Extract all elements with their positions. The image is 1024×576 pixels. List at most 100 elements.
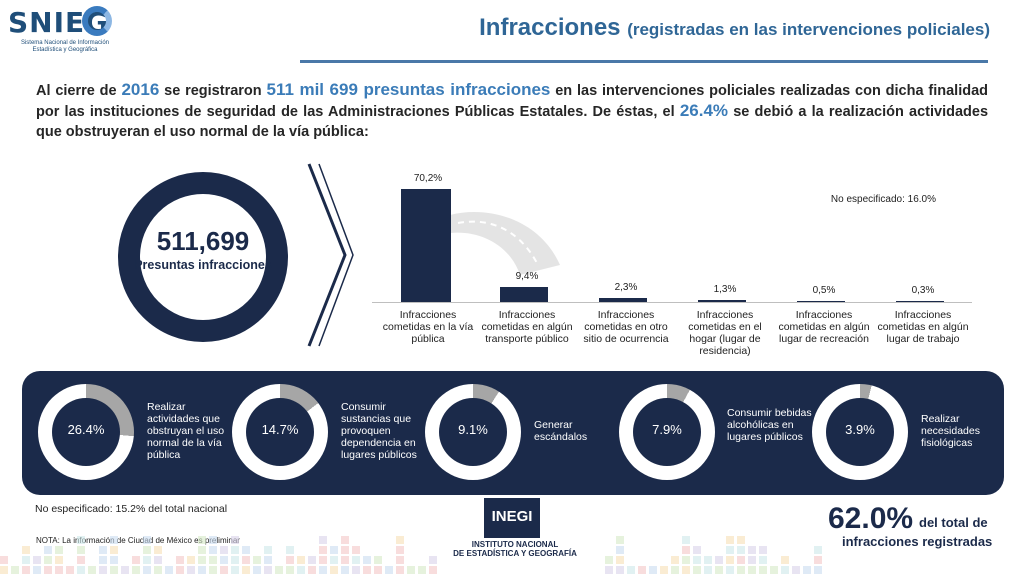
pixel-block xyxy=(396,536,404,544)
total-ring xyxy=(118,172,288,342)
pixel-block xyxy=(297,556,305,564)
pixel-block xyxy=(638,566,646,574)
pixel-block xyxy=(737,536,745,544)
road-illustration xyxy=(450,212,560,275)
pixel-block xyxy=(242,566,250,574)
pixel-block xyxy=(814,566,822,574)
bar-category-label: Infracciones cometidas en la vía pública xyxy=(382,309,474,345)
donut-chart: 9.1% xyxy=(425,384,521,480)
pixel-block xyxy=(143,546,151,554)
not-specified-note: No especificado: 15.2% del total naciona… xyxy=(35,503,228,515)
pixel-block xyxy=(715,566,723,574)
pixel-block xyxy=(704,566,712,574)
pixel-block xyxy=(231,536,239,544)
pixel-block xyxy=(682,556,690,564)
pixel-block xyxy=(33,566,41,574)
pixel-block xyxy=(319,536,327,544)
page-title: Infracciones (registradas en las interve… xyxy=(430,14,990,42)
donut-hole xyxy=(826,398,894,466)
footnote: NOTA: La información de Ciudad de México… xyxy=(36,536,240,545)
pixel-block xyxy=(242,546,250,554)
intro-text: Al cierre de xyxy=(36,83,117,99)
pixel-block xyxy=(715,556,723,564)
pixel-block xyxy=(759,556,767,564)
pixel-block xyxy=(319,566,327,574)
pixel-block xyxy=(792,566,800,574)
activity-panel: 26.4% Realizar actividades que obstruyan … xyxy=(22,371,1004,495)
pixel-block xyxy=(396,556,404,564)
pixel-block xyxy=(308,566,316,574)
intro-text: se debió a la realización actividades qu… xyxy=(36,104,989,140)
pixel-block xyxy=(44,566,52,574)
pixel-block xyxy=(209,556,217,564)
pixel-block xyxy=(143,566,151,574)
pixel-block xyxy=(176,566,184,574)
pixel-block xyxy=(77,566,85,574)
pixel-block xyxy=(154,566,162,574)
pixel-block xyxy=(693,546,701,554)
inegi-mark: INEGI xyxy=(484,498,540,538)
pixel-block xyxy=(110,556,118,564)
decorative-pixel-bars xyxy=(0,536,822,574)
pixel-block xyxy=(605,556,613,564)
bar xyxy=(896,301,944,302)
pixel-block xyxy=(726,556,734,564)
pixel-block xyxy=(737,556,745,564)
donut-chart: 26.4% xyxy=(38,384,134,480)
pixel-block xyxy=(737,566,745,574)
pixel-block xyxy=(781,556,789,564)
pixel-block xyxy=(297,566,305,574)
pixel-block xyxy=(187,566,195,574)
donut-chart: 3.9% xyxy=(812,384,908,480)
pixel-block xyxy=(616,556,624,564)
pixel-block xyxy=(198,566,206,574)
pixel-block xyxy=(22,556,30,564)
donut-chart: 14.7% xyxy=(232,384,328,480)
donut-value: 26.4% xyxy=(67,422,105,437)
inegi-name-line1: INSTITUTO NACIONAL xyxy=(471,540,559,549)
donut-value: 14.7% xyxy=(261,422,299,437)
pixel-block xyxy=(187,556,195,564)
intro-year: 2016 xyxy=(121,80,160,99)
pixel-block xyxy=(209,536,217,544)
pixel-block xyxy=(704,556,712,564)
donut-hole xyxy=(633,398,701,466)
intro-paragraph: Al cierre de 2016 se registraron 511 mil… xyxy=(36,80,988,142)
pixel-block xyxy=(352,566,360,574)
pixel-block xyxy=(110,536,118,544)
donut-label: Consumir bebidas alcohólicas en lugares … xyxy=(727,407,812,443)
pixel-block xyxy=(814,556,822,564)
total-percent: 62.0% xyxy=(828,502,914,535)
pixel-block xyxy=(121,566,129,574)
pixel-block xyxy=(726,566,734,574)
intro-text: se registraron xyxy=(164,83,262,99)
pixel-block xyxy=(88,566,96,574)
logo-subtitle: Sistema Nacional de Información Estadíst… xyxy=(20,40,110,53)
bar-value-label: 70,2% xyxy=(413,173,443,184)
pixel-block xyxy=(99,546,107,554)
pixel-block xyxy=(286,556,294,564)
pixel-block xyxy=(165,566,173,574)
chart-annotation: No especificado: 16.0% xyxy=(830,194,936,205)
pixel-block xyxy=(22,546,30,554)
pixel-block xyxy=(231,566,239,574)
total-percent-caption: del total de xyxy=(919,515,988,530)
pixel-block xyxy=(176,556,184,564)
pixel-block xyxy=(253,566,261,574)
bar-value-label: 0,5% xyxy=(812,285,836,296)
title-sub: (registradas en las intervenciones polic… xyxy=(627,20,990,39)
pixel-block xyxy=(341,546,349,554)
pixel-block xyxy=(143,536,151,544)
pixel-block xyxy=(44,556,52,564)
pixel-block xyxy=(110,566,118,574)
donut-value: 9.1% xyxy=(458,422,488,437)
pixel-block xyxy=(44,546,52,554)
pixel-block xyxy=(0,566,8,574)
donut-value: 7.9% xyxy=(652,422,682,437)
pixel-block xyxy=(682,546,690,554)
pixel-block xyxy=(11,566,19,574)
pixel-block xyxy=(77,546,85,554)
total-percent-caption-2: infracciones registradas xyxy=(842,534,993,549)
donut-hole xyxy=(52,398,120,466)
donut-label: Realizar necesidades fisiológicas xyxy=(921,413,980,449)
